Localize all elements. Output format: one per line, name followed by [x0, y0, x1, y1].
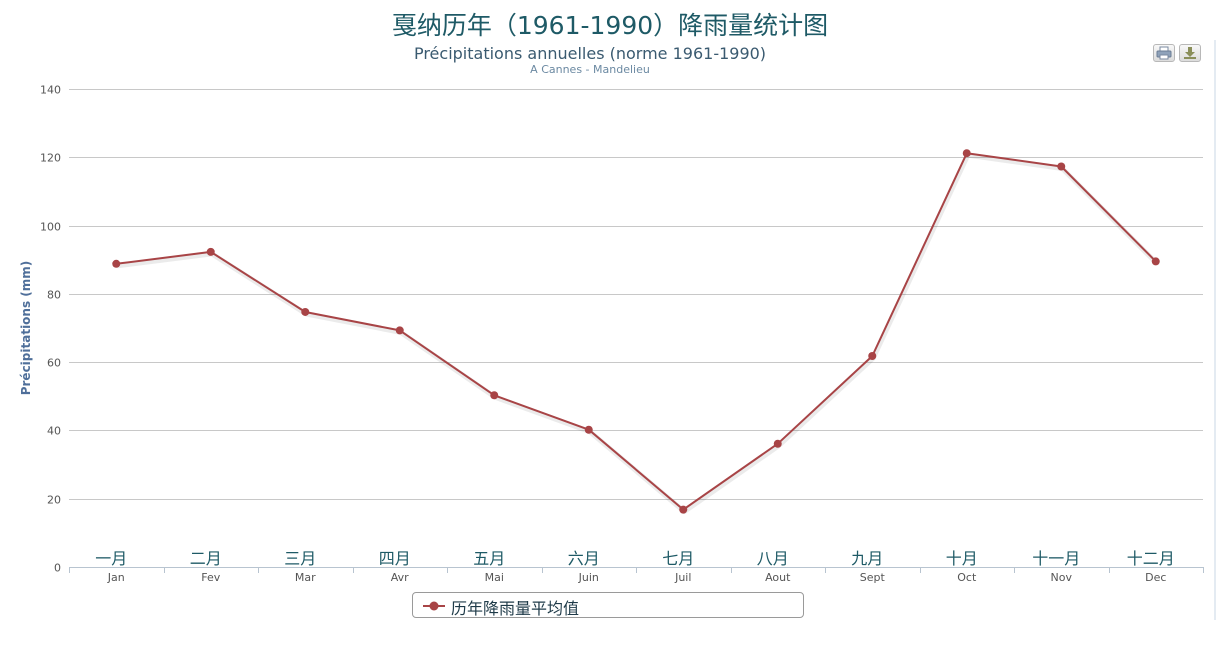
x-category-label-cn: 九月 — [851, 549, 883, 568]
x-category-label-cn: 十二月 — [1127, 549, 1175, 568]
x-tick-label: Oct — [957, 571, 977, 584]
chart-subtitle: Précipitations annuelles (norme 1961-199… — [413, 44, 767, 63]
x-tick-label: Aout — [765, 571, 791, 584]
legend-marker — [423, 601, 445, 611]
x-tick-label: Juin — [578, 571, 599, 584]
y-tick-label: 100 — [40, 221, 61, 234]
x-category-label-cn: 一月 — [95, 549, 127, 568]
y-axis-title: Précipitations (mm) — [19, 261, 33, 396]
x-tick-label: Avr — [391, 571, 409, 584]
x-category-label-cn: 四月 — [379, 549, 411, 568]
print-button[interactable] — [1153, 44, 1175, 62]
data-point — [962, 149, 971, 158]
chart-title: 戛纳历年（1961-1990）降雨量统计图 — [391, 11, 829, 40]
data-point — [112, 259, 121, 268]
y-tick-label: 80 — [47, 289, 61, 302]
data-point — [206, 247, 215, 256]
x-category-label-cn: 七月 — [662, 549, 694, 568]
data-point — [395, 326, 404, 335]
data-point — [1151, 257, 1160, 266]
legend-item-label: 历年降雨量平均值 — [451, 599, 580, 618]
data-point — [1057, 162, 1066, 171]
data-point — [490, 391, 499, 400]
y-tick-label: 40 — [47, 425, 61, 438]
data-point — [301, 307, 310, 316]
y-tick-label: 60 — [47, 357, 61, 370]
x-tick-label: Mar — [295, 571, 316, 584]
x-category-label-cn: 三月 — [284, 549, 316, 568]
data-point — [773, 439, 782, 448]
x-tick-label: Jan — [107, 571, 125, 584]
x-category-label-cn: 十月 — [946, 549, 978, 568]
series-line-shadow — [116, 152, 1159, 515]
chart-source-line: A Cannes - Mandelieu — [530, 63, 650, 76]
data-point — [679, 505, 688, 514]
x-tick-label: Fev — [201, 571, 220, 584]
y-tick-label: 120 — [40, 152, 61, 165]
x-category-label-cn: 五月 — [473, 549, 505, 568]
data-point — [868, 351, 877, 360]
legend[interactable]: 历年降雨量平均值 — [412, 592, 804, 618]
data-point — [584, 425, 593, 434]
series-line — [116, 152, 1157, 511]
y-tick-label: 0 — [54, 562, 61, 575]
y-tick-label: 20 — [47, 494, 61, 507]
x-category-label-cn: 十一月 — [1032, 549, 1080, 568]
y-tick-label: 140 — [40, 84, 61, 97]
x-tick-label: Mai — [485, 571, 504, 584]
export-button[interactable] — [1179, 44, 1201, 62]
x-category-label-cn: 八月 — [757, 549, 789, 568]
printer-icon — [1156, 46, 1172, 60]
x-tick-label: Juil — [674, 571, 691, 584]
x-category-label-cn: 六月 — [568, 549, 600, 568]
x-tick-label: Dec — [1145, 571, 1166, 584]
x-category-label-cn: 二月 — [190, 549, 222, 568]
frame-edge — [1214, 40, 1216, 620]
x-tick-label: Nov — [1051, 571, 1073, 584]
download-icon — [1184, 47, 1196, 59]
x-tick-label: Sept — [860, 571, 886, 584]
